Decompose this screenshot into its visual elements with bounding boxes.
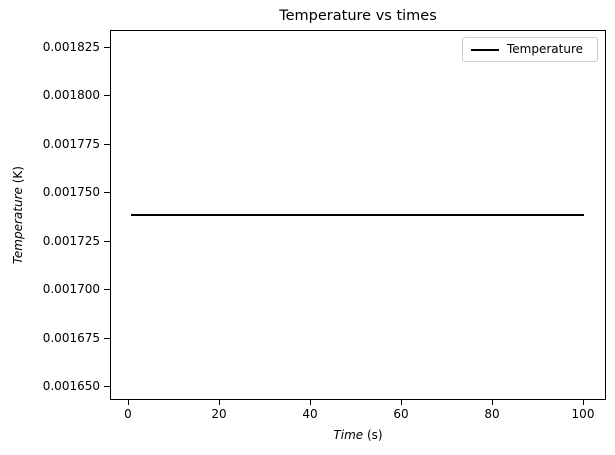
plot-area xyxy=(110,30,606,400)
y-tick-mark xyxy=(104,144,110,145)
y-tick-label: 0.001700 xyxy=(42,282,100,296)
x-tick-label: 80 xyxy=(484,407,500,421)
y-tick-label: 0.001675 xyxy=(42,331,100,345)
y-tick-label: 0.001725 xyxy=(42,234,100,248)
x-tick-mark xyxy=(310,400,311,405)
y-tick-mark xyxy=(104,192,110,193)
y-tick-label: 0.001825 xyxy=(42,40,100,54)
x-tick-label: 60 xyxy=(393,407,409,421)
x-tick-label: 100 xyxy=(571,407,595,421)
y-tick-label: 0.001650 xyxy=(42,379,100,393)
x-tick-mark xyxy=(401,400,402,405)
y-tick-mark xyxy=(104,338,110,339)
y-tick-label: 0.001750 xyxy=(42,185,100,199)
legend-label: Temperature xyxy=(507,42,584,56)
x-tick-mark xyxy=(492,400,493,405)
x-tick-mark xyxy=(128,400,129,405)
x-tick-label: 0 xyxy=(124,407,132,421)
x-tick-label: 40 xyxy=(302,407,318,421)
y-tick-mark xyxy=(104,386,110,387)
x-tick-mark xyxy=(219,400,220,405)
y-tick-label: 0.001800 xyxy=(42,88,100,102)
x-axis-label: Time (s) xyxy=(333,428,383,442)
y-tick-mark xyxy=(104,95,110,96)
x-tick-label: 20 xyxy=(211,407,227,421)
y-tick-mark xyxy=(104,47,110,48)
y-tick-mark xyxy=(104,241,110,242)
x-tick-mark xyxy=(583,400,584,405)
y-tick-mark xyxy=(104,289,110,290)
chart-title: Temperature vs times xyxy=(279,8,437,24)
y-tick-label: 0.001775 xyxy=(42,137,100,151)
y-axis-label: Temperature (K) xyxy=(11,166,25,264)
legend: Temperature xyxy=(462,37,598,62)
temperature-series-line xyxy=(131,214,584,216)
legend-line-swatch-icon xyxy=(471,49,499,51)
